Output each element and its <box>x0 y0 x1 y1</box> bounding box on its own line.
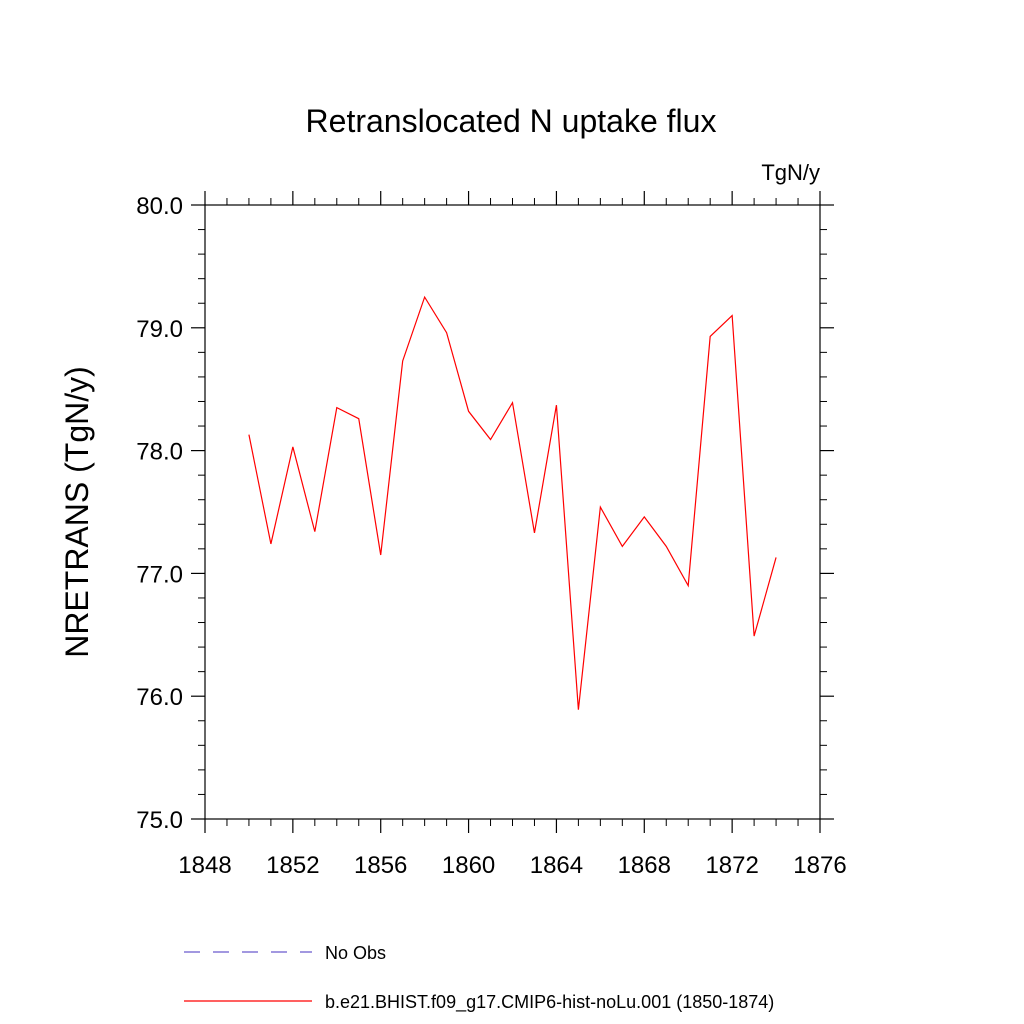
x-tick-labels: 1848 1852 1856 1860 1864 1868 1872 1876 <box>178 852 846 879</box>
x-tick-label: 1864 <box>530 852 583 879</box>
x-tick-label: 1852 <box>266 852 319 879</box>
chart-title: Retranslocated N uptake flux <box>306 103 717 139</box>
legend-label: No Obs <box>325 943 386 963</box>
series-line <box>248 295 777 710</box>
legend: No Obs b.e21.BHIST.f09_g17.CMIP6-hist-noL… <box>184 943 774 1013</box>
y-tick-label: 75.0 <box>136 807 183 834</box>
y-tick-label: 76.0 <box>136 684 183 711</box>
y-tick-label: 78.0 <box>136 439 183 466</box>
x-tick-label: 1856 <box>354 852 407 879</box>
y-axis-label: NRETRANS (TgN/y) <box>59 366 95 658</box>
y-tick-label: 80.0 <box>136 193 183 220</box>
series-group <box>248 295 777 710</box>
y-tick-labels: 75.0 76.0 77.0 78.0 79.0 80.0 <box>136 193 183 834</box>
y-tick-label: 79.0 <box>136 316 183 343</box>
x-tick-label: 1876 <box>793 852 846 879</box>
axis-ticks <box>191 191 834 833</box>
plot-frame <box>204 204 821 820</box>
y-tick-label: 77.0 <box>136 561 183 588</box>
x-tick-label: 1872 <box>705 852 758 879</box>
x-tick-label: 1848 <box>178 852 231 879</box>
units-label: TgN/y <box>761 160 820 185</box>
legend-label: b.e21.BHIST.f09_g17.CMIP6-hist-noLu.001 … <box>325 992 774 1013</box>
x-tick-label: 1868 <box>618 852 671 879</box>
x-tick-label: 1860 <box>442 852 495 879</box>
